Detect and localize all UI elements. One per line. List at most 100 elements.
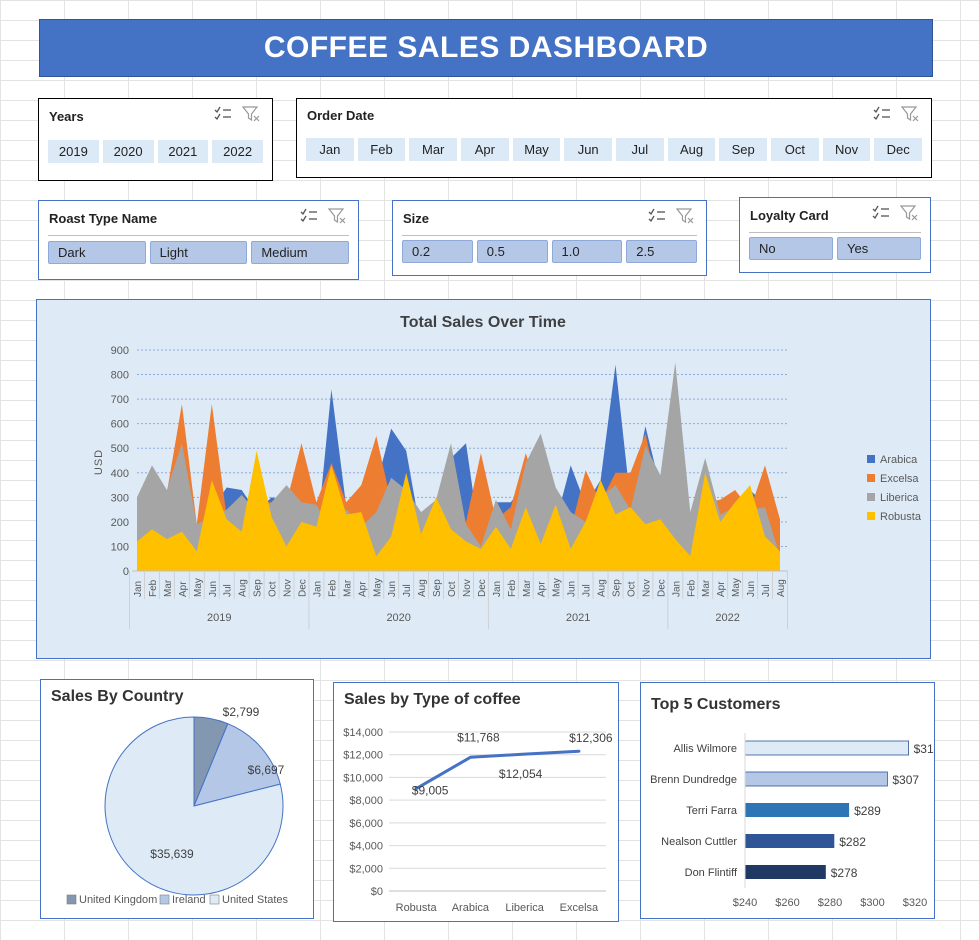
roast-type-slicer-title: Roast Type Name (49, 211, 157, 226)
area-month-label: May (552, 578, 563, 597)
years-slicer: Years 2019 2020 2021 2022 (38, 98, 273, 181)
month-jun-button[interactable]: Jun (564, 138, 612, 161)
area-month-label: Dec (656, 579, 667, 597)
area-month-label: Mar (522, 579, 533, 597)
size-2-5-button[interactable]: 2.5 (626, 240, 697, 263)
area-month-label: Oct (626, 581, 637, 597)
area-month-label: Jan (133, 581, 144, 597)
clear-filter-icon[interactable] (900, 205, 918, 221)
area-month-label: Sep (432, 579, 443, 597)
area-month-label: Oct (447, 581, 458, 597)
loyalty-yes-button[interactable]: Yes (837, 237, 921, 260)
month-oct-button[interactable]: Oct (771, 138, 819, 161)
sales-by-country-chart: Sales By Country $2,799 $6,697 $35,639 Uni… (40, 679, 314, 919)
year-2019-button[interactable]: 2019 (48, 140, 99, 163)
customer-bar (745, 803, 849, 817)
line-data-label: $12,306 (569, 731, 613, 745)
area-month-label: Aug (776, 579, 787, 597)
area-month-label: Sep (612, 579, 623, 597)
area-month-label: Apr (716, 581, 727, 597)
month-may-button[interactable]: May (513, 138, 561, 161)
roast-type-slicer: Roast Type Name Dark Light Medium (38, 200, 359, 280)
multi-select-icon[interactable] (872, 205, 890, 221)
area-month-label: Jul (402, 584, 413, 597)
month-jul-button[interactable]: Jul (616, 138, 664, 161)
area-month-label: May (372, 578, 383, 597)
year-2020-button[interactable]: 2020 (103, 140, 154, 163)
year-2021-button[interactable]: 2021 (158, 140, 209, 163)
loyalty-no-button[interactable]: No (749, 237, 833, 260)
order-date-slicer: Order Date Jan Feb Mar Apr May Jun Jul A… (296, 98, 932, 178)
pie-legend-swatch (160, 895, 169, 904)
month-dec-button[interactable]: Dec (874, 138, 922, 161)
area-y-tick-label: 200 (111, 517, 129, 529)
customer-bar (745, 772, 887, 786)
size-1-0-button[interactable]: 1.0 (552, 240, 623, 263)
area-month-label: Jun (746, 581, 757, 597)
line-x-tick-label: Robusta (396, 902, 438, 914)
month-sep-button[interactable]: Sep (719, 138, 767, 161)
line-y-tick-label: $10,000 (343, 772, 383, 784)
month-mar-button[interactable]: Mar (409, 138, 457, 161)
line-data-label: $11,768 (457, 730, 500, 744)
size-slicer: Size 0.2 0.5 1.0 2.5 (392, 200, 707, 276)
years-slicer-title: Years (49, 109, 84, 124)
size-0-5-button[interactable]: 0.5 (477, 240, 548, 263)
month-apr-button[interactable]: Apr (461, 138, 509, 161)
area-y-axis-title: USD (93, 449, 105, 475)
bar-x-tick-label: $320 (903, 897, 927, 909)
year-2022-button[interactable]: 2022 (212, 140, 263, 163)
multi-select-icon[interactable] (214, 106, 232, 122)
multi-select-icon[interactable] (873, 106, 891, 122)
line-x-tick-label: Excelsa (560, 902, 599, 914)
customer-value-label: $289 (854, 804, 881, 818)
month-aug-button[interactable]: Aug (668, 138, 716, 161)
area-month-label: Jun (567, 581, 578, 597)
area-month-label: Jul (761, 584, 772, 597)
area-y-tick-label: 800 (111, 370, 129, 382)
area-y-tick-label: 700 (111, 394, 129, 406)
area-y-tick-label: 900 (111, 345, 129, 357)
customer-bar (745, 865, 826, 879)
line-y-tick-label: $12,000 (343, 750, 383, 762)
area-month-label: Apr (537, 581, 548, 597)
month-nov-button[interactable]: Nov (823, 138, 871, 161)
area-y-tick-label: 500 (111, 443, 129, 455)
area-y-tick-label: 600 (111, 419, 129, 431)
roast-medium-button[interactable]: Medium (251, 241, 349, 264)
area-month-label: Feb (327, 579, 338, 597)
customer-value-label: $307 (892, 773, 919, 787)
bar-x-tick-label: $300 (860, 897, 884, 909)
clear-filter-icon[interactable] (328, 208, 346, 224)
area-month-label: May (193, 578, 204, 597)
month-jan-button[interactable]: Jan (306, 138, 354, 161)
customer-value-label: $278 (831, 866, 858, 880)
line-y-tick-label: $4,000 (349, 841, 383, 853)
clear-filter-icon[interactable] (676, 208, 694, 224)
line-y-tick-label: $6,000 (349, 818, 383, 830)
multi-select-icon[interactable] (300, 208, 318, 224)
clear-filter-icon[interactable] (901, 106, 919, 122)
customer-bar (745, 834, 834, 848)
month-feb-button[interactable]: Feb (358, 138, 406, 161)
area-month-label: Jul (582, 584, 593, 597)
customer-value-label: $317 (914, 742, 934, 756)
roast-dark-button[interactable]: Dark (48, 241, 146, 264)
pie-data-label: $35,639 (150, 847, 194, 861)
area-y-tick-label: 400 (111, 468, 129, 480)
legend-label-robusta: Robusta (880, 511, 922, 523)
multi-select-icon[interactable] (648, 208, 666, 224)
dashboard-title: COFFEE SALES DASHBOARD (39, 19, 933, 77)
roast-light-button[interactable]: Light (150, 241, 248, 264)
customer-name-label: Allis Wilmore (673, 743, 737, 755)
customer-value-label: $282 (839, 835, 866, 849)
area-month-label: Dec (297, 579, 308, 597)
customer-name-label: Terri Farra (686, 805, 738, 817)
area-year-label: 2022 (715, 612, 739, 624)
clear-filter-icon[interactable] (242, 106, 260, 122)
line-x-tick-label: Arabica (452, 902, 490, 914)
area-month-label: Apr (357, 581, 368, 597)
area-month-label: Feb (507, 579, 518, 597)
legend-label-arabica: Arabica (880, 454, 918, 466)
size-0-2-button[interactable]: 0.2 (402, 240, 473, 263)
